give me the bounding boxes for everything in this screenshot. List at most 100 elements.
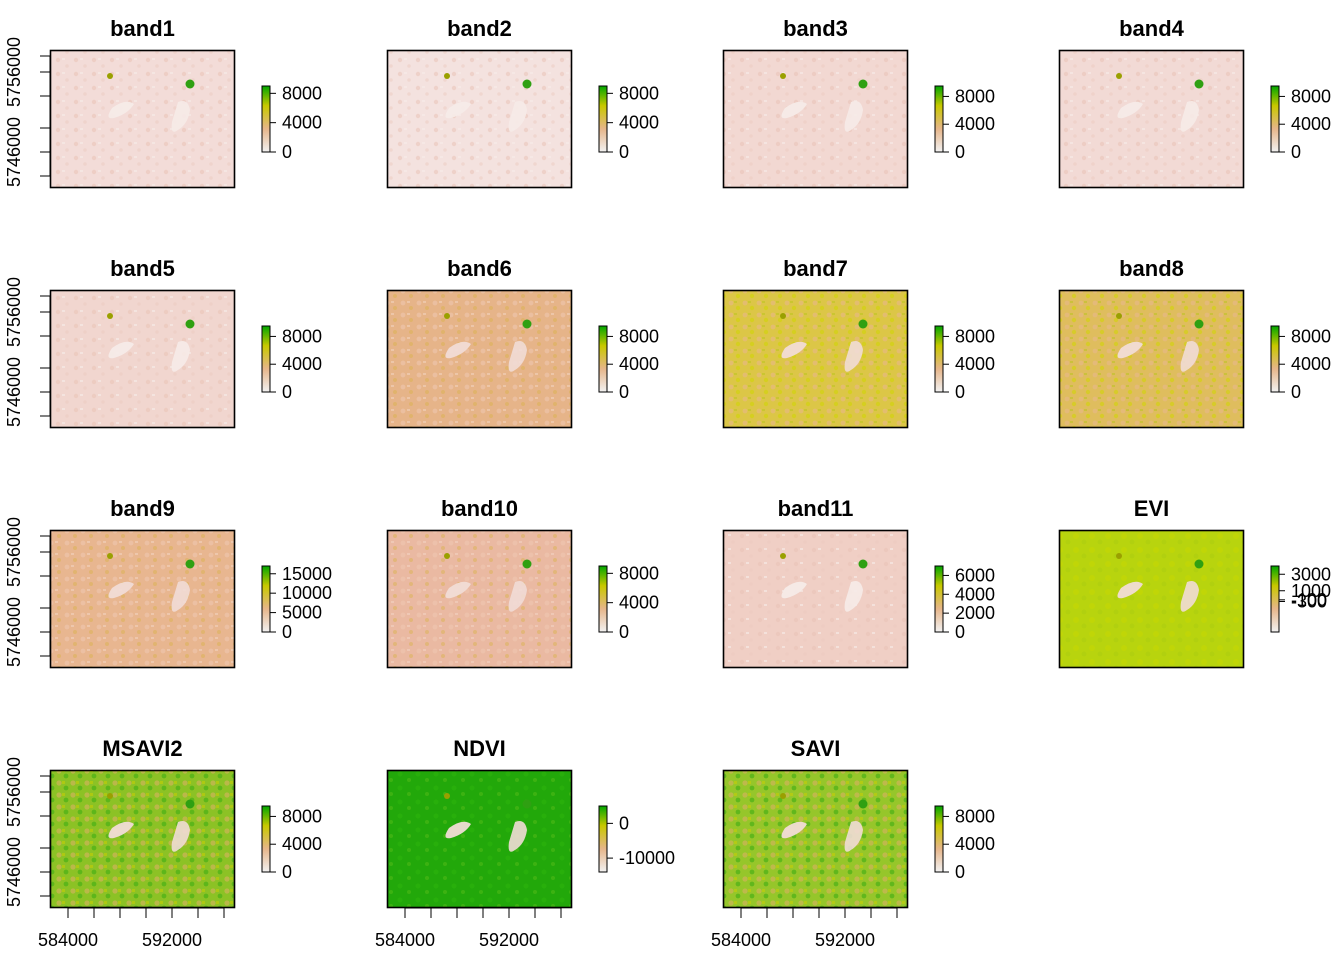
raster-panel-band5: band5 8000 4000 0 5756000 5746000 xyxy=(4,256,322,428)
legend-bar xyxy=(599,806,607,872)
raster-texture xyxy=(50,50,235,188)
legend-label: 0 xyxy=(282,142,292,162)
legend-label: 4000 xyxy=(619,593,659,613)
panel-title: SAVI xyxy=(791,736,841,761)
legend-label: 4000 xyxy=(282,113,322,133)
legend-label: -300 xyxy=(1291,591,1327,611)
legend-bar xyxy=(935,806,943,872)
legend-label: 4000 xyxy=(282,834,322,854)
high-value-spot xyxy=(107,313,113,319)
high-value-spot xyxy=(1195,80,1204,89)
high-value-spot xyxy=(523,800,532,809)
y-tick-label: 5746000 xyxy=(4,597,24,667)
x-tick-label: 584000 xyxy=(711,930,771,950)
high-value-spot xyxy=(444,793,450,799)
panel-title: band10 xyxy=(441,496,518,521)
legend-bar xyxy=(1271,566,1279,632)
panels-layer: band1 8000 4000 0 5756000 5746000 band2 8000 400… xyxy=(4,16,1331,950)
legend-bar xyxy=(262,566,270,632)
legend-label: 8000 xyxy=(619,326,659,346)
high-value-spot xyxy=(859,320,868,329)
panel-title: band1 xyxy=(110,16,175,41)
raster-texture xyxy=(387,530,572,668)
legend-label: 15000 xyxy=(282,564,332,584)
raster-panel-savi: SAVI 8000 4000 0 584000 592000 xyxy=(711,736,995,950)
raster-texture xyxy=(723,290,908,428)
high-value-spot xyxy=(186,560,195,569)
high-value-spot xyxy=(523,320,532,329)
y-tick-label: 5746000 xyxy=(4,117,24,187)
raster-panel-band3: band3 8000 4000 0 xyxy=(723,16,995,188)
raster-texture xyxy=(723,770,908,908)
high-value-spot xyxy=(859,80,868,89)
legend-label: 0 xyxy=(282,862,292,882)
legend-label: 8000 xyxy=(1291,326,1331,346)
panel-title: band4 xyxy=(1119,16,1185,41)
high-value-spot xyxy=(186,80,195,89)
legend-bar xyxy=(935,566,943,632)
panel-title: band9 xyxy=(110,496,175,521)
legend-label: 0 xyxy=(955,622,965,642)
raster-texture xyxy=(387,290,572,428)
legend-label: 4000 xyxy=(955,834,995,854)
legend-label: 0 xyxy=(619,142,629,162)
legend-bar xyxy=(599,566,607,632)
legend-label: 0 xyxy=(282,382,292,402)
legend-label: 8000 xyxy=(282,83,322,103)
high-value-spot xyxy=(523,560,532,569)
raster-texture xyxy=(50,770,235,908)
legend-bar xyxy=(262,326,270,392)
legend-label: 4000 xyxy=(955,114,995,134)
raster-texture xyxy=(1059,290,1244,428)
legend-label: 0 xyxy=(955,382,965,402)
legend-label: 4000 xyxy=(619,354,659,374)
raster-texture xyxy=(50,530,235,668)
panel-title: band3 xyxy=(783,16,848,41)
legend-bar xyxy=(262,86,270,152)
raster-panel-band6: band6 8000 4000 0 xyxy=(387,256,659,428)
legend-bar xyxy=(262,806,270,872)
legend-label: 0 xyxy=(282,622,292,642)
legend-label: 4000 xyxy=(955,584,995,604)
legend-label: 0 xyxy=(955,862,965,882)
y-tick-label: 5756000 xyxy=(4,37,24,107)
legend-label: 4000 xyxy=(619,113,659,133)
legend-label: 8000 xyxy=(619,83,659,103)
legend-label: 0 xyxy=(1291,142,1301,162)
panel-title: band8 xyxy=(1119,256,1184,281)
raster-panel-ndvi: NDVI 0 -10000 584000 592000 xyxy=(375,736,675,950)
raster-texture xyxy=(1059,530,1244,668)
raster-texture xyxy=(723,50,908,188)
x-tick-label: 592000 xyxy=(479,930,539,950)
panel-title: MSAVI2 xyxy=(102,736,182,761)
y-tick-label: 5746000 xyxy=(4,837,24,907)
raster-panel-band1: band1 8000 4000 0 5756000 5746000 xyxy=(4,16,322,188)
high-value-spot xyxy=(107,73,113,79)
high-value-spot xyxy=(1116,313,1122,319)
high-value-spot xyxy=(780,73,786,79)
high-value-spot xyxy=(1116,73,1122,79)
legend-bar xyxy=(1271,86,1279,152)
legend-label: 0 xyxy=(619,622,629,642)
panel-title: EVI xyxy=(1134,496,1169,521)
legend-label: 8000 xyxy=(282,806,322,826)
x-tick-label: 592000 xyxy=(815,930,875,950)
legend-label: 4000 xyxy=(955,354,995,374)
legend-label: 4000 xyxy=(1291,114,1331,134)
panel-title: band11 xyxy=(778,496,854,521)
legend-label: 8000 xyxy=(955,806,995,826)
high-value-spot xyxy=(1116,553,1122,559)
high-value-spot xyxy=(1195,560,1204,569)
panel-title: band2 xyxy=(447,16,512,41)
legend-bar xyxy=(599,86,607,152)
raster-texture xyxy=(50,290,235,428)
high-value-spot xyxy=(780,793,786,799)
legend-bar xyxy=(1271,326,1279,392)
y-tick-label: 5756000 xyxy=(4,277,24,347)
panel-title: NDVI xyxy=(453,736,506,761)
legend-label: 0 xyxy=(619,813,629,833)
legend-label: -10000 xyxy=(619,848,675,868)
raster-panel-band9: band915000100005000057560005746000 xyxy=(4,496,332,668)
raster-texture xyxy=(387,770,572,908)
